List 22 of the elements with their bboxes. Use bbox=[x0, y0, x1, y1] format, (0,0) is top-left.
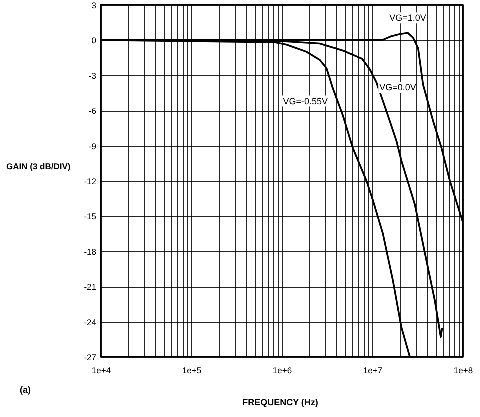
y-tick-label: -6 bbox=[88, 106, 97, 116]
x-tick-label: 1e+8 bbox=[454, 366, 474, 376]
y-tick-label: -9 bbox=[88, 141, 97, 152]
y-tick-label: -15 bbox=[84, 212, 97, 222]
series-label: VG=-0.55V bbox=[283, 96, 328, 106]
x-axis-title: FREQUENCY (Hz) bbox=[242, 398, 318, 408]
x-tick-label: 1e+5 bbox=[182, 366, 202, 376]
y-tick-label: 3 bbox=[92, 0, 97, 10]
y-tick-label: -21 bbox=[84, 282, 97, 292]
y-tick-label: -24 bbox=[84, 317, 97, 328]
series-label: VG=1.0V bbox=[390, 13, 426, 24]
x-tick-label: 1e+6 bbox=[272, 366, 292, 376]
y-tick-label: 0 bbox=[92, 36, 97, 46]
y-tick-label: -12 bbox=[84, 176, 97, 186]
text: (a) bbox=[20, 385, 31, 395]
y-axis-title: GAIN (3 dB/DIV) bbox=[6, 162, 71, 172]
series-label: VG=0.0V bbox=[380, 82, 416, 92]
x-tick-label: 1e+4 bbox=[92, 366, 112, 376]
y-tick-label: -3 bbox=[88, 70, 97, 81]
y-tick-label: -27 bbox=[84, 352, 97, 362]
x-tick-label: 1e+7 bbox=[363, 366, 383, 376]
y-tick-label: -18 bbox=[84, 246, 97, 257]
